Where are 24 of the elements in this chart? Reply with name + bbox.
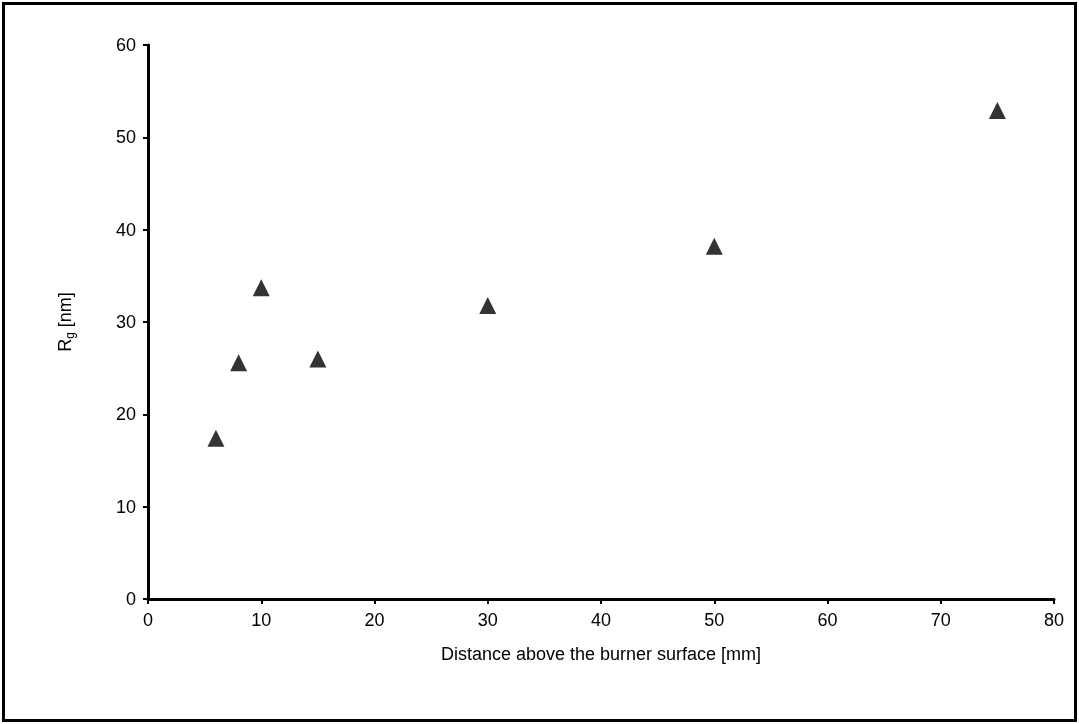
point [309,350,327,368]
point [705,237,723,255]
y-tick-label: 60 [115,35,136,55]
point [479,296,497,314]
point [252,279,270,297]
x-tick-label: 60 [817,610,838,630]
x-axis-title: Distance above the burner surface [mm] [440,644,762,664]
y-tick-label: 40 [115,219,136,240]
point [988,102,1006,120]
x-tick-label: 40 [590,610,612,630]
x-tick-label: 20 [364,610,385,630]
y-tick-label: 10 [115,496,136,517]
point [207,429,225,447]
y-tick-label: 50 [115,127,136,148]
x-tick-label: 10 [251,610,272,630]
x-tick-label: 70 [930,610,951,630]
x-tick-label: 50 [704,610,725,630]
x-tick-label: 0 [142,610,154,630]
x-tick-label: 30 [477,610,498,630]
y-tick-label: 0 [125,589,136,609]
y-tick-label: 30 [115,312,136,332]
y-tick-label: 20 [115,404,136,425]
point [230,354,248,372]
x-tick-label: 80 [1043,610,1065,630]
